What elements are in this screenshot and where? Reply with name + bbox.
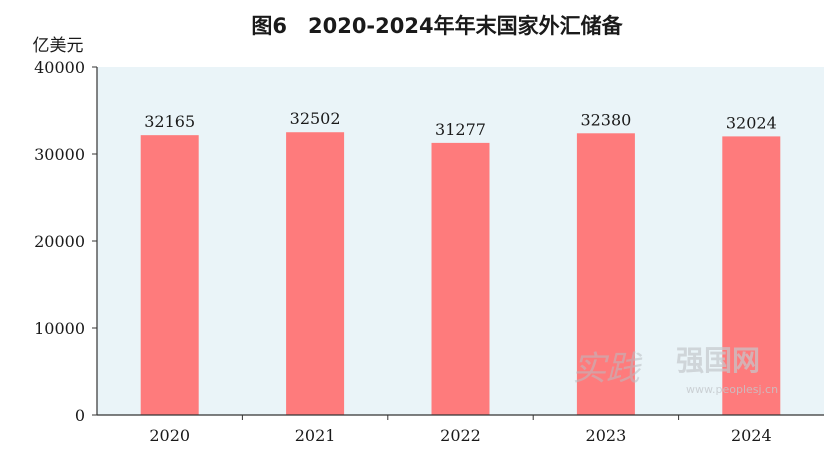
watermark-url: www.peoplesj.cn — [686, 383, 778, 396]
data-label-2021: 32502 — [290, 109, 341, 128]
watermark-chars: 实践 — [572, 349, 643, 389]
data-label-2023: 32380 — [580, 110, 631, 129]
bar-2022 — [431, 142, 490, 415]
y-axis-label: 亿美元 — [33, 36, 84, 56]
y-tick-label-0: 0 — [75, 406, 85, 425]
x-axis: 2020 2021 2022 2023 2024 — [97, 414, 824, 445]
bars-group — [140, 132, 781, 416]
bar-2023 — [576, 133, 635, 415]
y-tick-label-40000: 40000 — [34, 58, 85, 77]
data-labels-group: 32165 32502 31277 32380 32024 — [144, 109, 777, 139]
data-label-2022: 31277 — [435, 120, 486, 139]
x-tick-label-2022: 2022 — [440, 426, 481, 445]
watermark: 实践 强国网 www.peoplesj.cn — [572, 344, 778, 396]
x-tick-label-2021: 2021 — [295, 426, 336, 445]
y-tick-label-20000: 20000 — [34, 232, 85, 251]
y-tick-label-10000: 10000 — [34, 319, 85, 338]
bar-2020 — [140, 135, 199, 416]
x-tick-label-2024: 2024 — [731, 426, 772, 445]
bar-2021 — [286, 132, 345, 415]
watermark-brand: 强国网 — [676, 344, 760, 377]
data-label-2024: 32024 — [726, 113, 777, 132]
x-tick-label-2023: 2023 — [586, 426, 627, 445]
data-label-2020: 32165 — [144, 112, 195, 131]
bar-2024 — [722, 136, 781, 415]
y-tick-label-30000: 30000 — [34, 145, 85, 164]
x-tick-label-2020: 2020 — [149, 426, 190, 445]
chart-title: 图6 2020-2024年年末国家外汇储备 — [251, 14, 623, 38]
y-axis: 0 10000 20000 30000 40000 — [34, 58, 98, 425]
